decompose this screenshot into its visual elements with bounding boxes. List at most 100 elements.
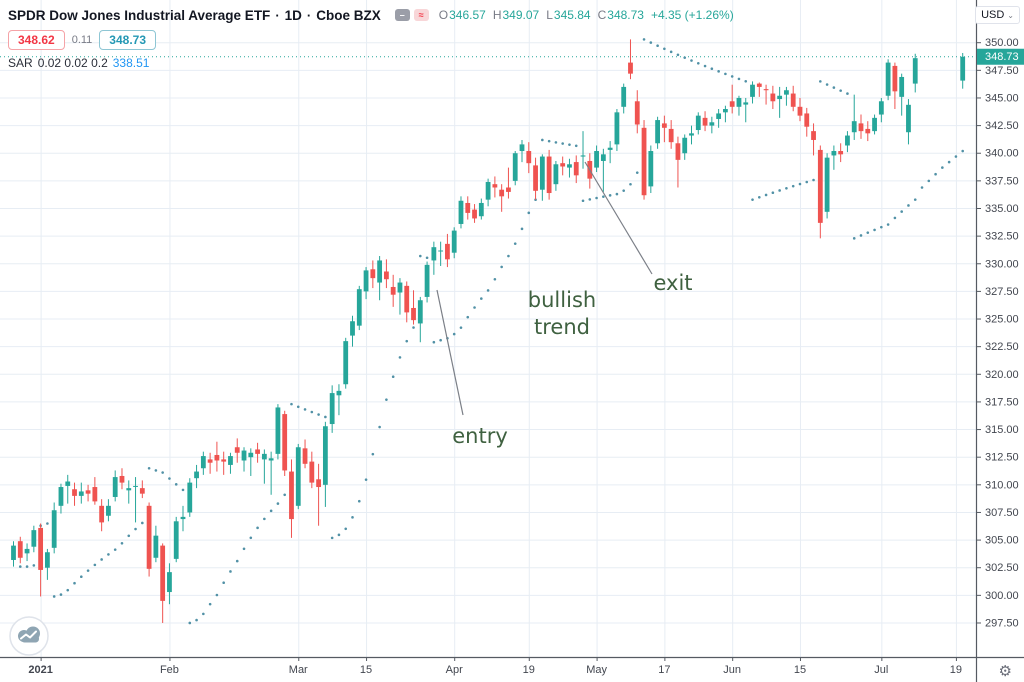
candle-body (756, 83, 762, 87)
sar-dot (202, 612, 205, 616)
sar-dot (507, 254, 510, 258)
candle-body (804, 113, 810, 127)
candle-body (594, 151, 599, 168)
sar-dot (344, 527, 348, 531)
candle-body (824, 157, 830, 212)
candle-body (72, 489, 77, 496)
time-tick-label: Apr (446, 664, 463, 676)
candle-body (831, 151, 837, 156)
bullish-trend-annotation-label[interactable]: trend (534, 315, 590, 339)
sar-dot (120, 541, 124, 545)
candle-body (492, 184, 498, 188)
price-tick-label: 325.00 (985, 314, 1019, 326)
sar-dot (18, 565, 22, 568)
sar-dot (296, 405, 300, 409)
candle-body (17, 541, 23, 558)
sar-dot (547, 139, 551, 143)
sar-dot (154, 469, 158, 472)
candle-body (729, 101, 735, 107)
sar-dot (595, 196, 598, 200)
candle-body (546, 156, 552, 194)
candle-body (533, 165, 538, 191)
price-tick-label: 340.00 (985, 148, 1019, 160)
bullish-trend-annotation-label[interactable]: bullish (528, 288, 596, 312)
candle-body (560, 163, 566, 167)
price-tick-label: 335.00 (985, 203, 1019, 215)
sar-dot (764, 193, 768, 197)
sar-dot (886, 223, 890, 226)
sar-dot (113, 548, 117, 551)
sar-dot (717, 70, 720, 73)
candle-body (363, 270, 369, 292)
candle-body (885, 62, 891, 96)
sar-dot (751, 198, 754, 201)
candle-body (38, 527, 44, 570)
sar-dot (696, 62, 700, 65)
sar-dot (188, 621, 192, 625)
entry-annotation-line[interactable] (436, 289, 464, 416)
sar-dot (378, 425, 381, 429)
axis-settings-gear-icon[interactable]: ⚙ (998, 663, 1012, 680)
sar-dot (398, 356, 402, 359)
candle-body (261, 453, 267, 460)
sar-dot (527, 211, 531, 215)
sar-dot (839, 89, 842, 92)
time-tick-label: Jun (723, 664, 741, 676)
candle-body (621, 86, 627, 107)
candle-body (173, 521, 179, 559)
candle-body (689, 133, 694, 136)
candle-body (661, 123, 667, 128)
sar-dot (622, 189, 625, 192)
candle-body (78, 491, 84, 496)
time-tick-label: May (586, 664, 607, 676)
sar-dot (581, 199, 585, 203)
sar-dot (107, 553, 110, 556)
sar-dot (500, 265, 503, 269)
candle-body (648, 151, 654, 187)
candle-body (384, 271, 389, 280)
candle-body (289, 471, 294, 520)
sar-dot (208, 602, 212, 606)
price-axis-panel[interactable] (977, 0, 1024, 682)
candle-body (858, 123, 864, 132)
sar-dot (852, 237, 856, 240)
sar-dot (391, 375, 395, 378)
sar-dot (168, 477, 171, 480)
sar-dot (147, 466, 151, 470)
entry-annotation-label[interactable]: entry (452, 424, 508, 448)
candle-body (234, 447, 240, 453)
candle-body (770, 93, 776, 102)
candle-body (160, 545, 166, 601)
sar-dot (798, 182, 802, 186)
sar-dot (174, 483, 178, 486)
sar-dot (127, 534, 131, 538)
sar-dot (493, 277, 497, 281)
sar-dot (927, 179, 931, 183)
sar-dot (629, 182, 632, 186)
candle-body (316, 479, 321, 488)
price-tick-label: 345.00 (985, 92, 1019, 104)
sar-dot (683, 56, 687, 59)
sar-dot (574, 144, 578, 148)
sar-dot (568, 143, 571, 146)
sar-dot (371, 452, 375, 456)
currency-dropdown[interactable]: USD ⌄ (975, 6, 1020, 24)
candle-body (784, 90, 789, 95)
symbol-title[interactable]: SPDR Dow Jones Industrial Average ETF (8, 7, 271, 23)
candle-body (512, 153, 518, 181)
exit-annotation-line[interactable] (584, 161, 653, 275)
candle-body (207, 459, 213, 463)
candle-body (417, 300, 423, 324)
sar-dot (825, 83, 829, 86)
exit-annotation-label[interactable]: exit (653, 271, 692, 295)
candle-body (600, 154, 606, 161)
sar-dot (303, 408, 307, 411)
candle-body (106, 505, 111, 516)
sar-dot (100, 558, 103, 561)
candle-body (329, 393, 335, 425)
candle-body (912, 58, 918, 84)
sar-dot (941, 166, 944, 169)
interval-label[interactable]: 1D (284, 7, 302, 23)
